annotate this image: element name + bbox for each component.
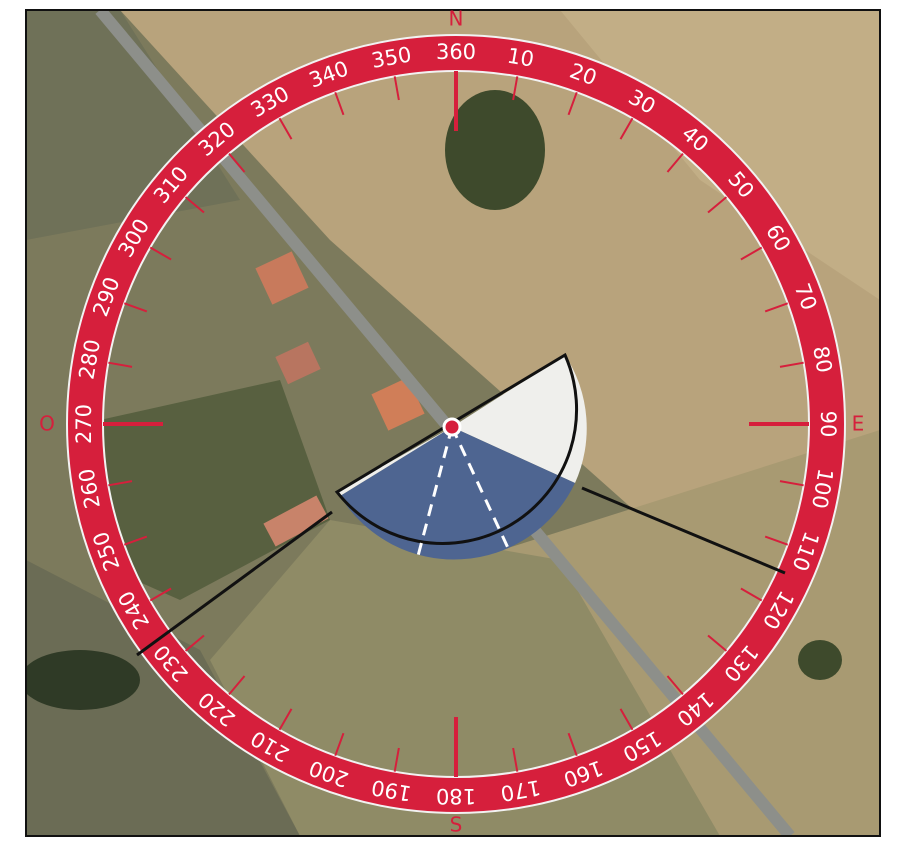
cardinal-east: E	[852, 412, 865, 436]
degree-label: 90	[816, 411, 840, 438]
cardinal-north: N	[449, 7, 464, 31]
degree-label: 180	[436, 784, 476, 808]
degree-label: 360	[436, 40, 476, 64]
degree-label: 270	[72, 404, 96, 444]
compass-map: 1020304050607080901001101201301401501601…	[0, 0, 897, 842]
cardinal-south: S	[450, 813, 463, 837]
cardinal-west: O	[39, 412, 55, 436]
center-dot	[444, 419, 460, 435]
degree-label: 80	[808, 344, 836, 374]
degree-label: 10	[505, 44, 535, 72]
